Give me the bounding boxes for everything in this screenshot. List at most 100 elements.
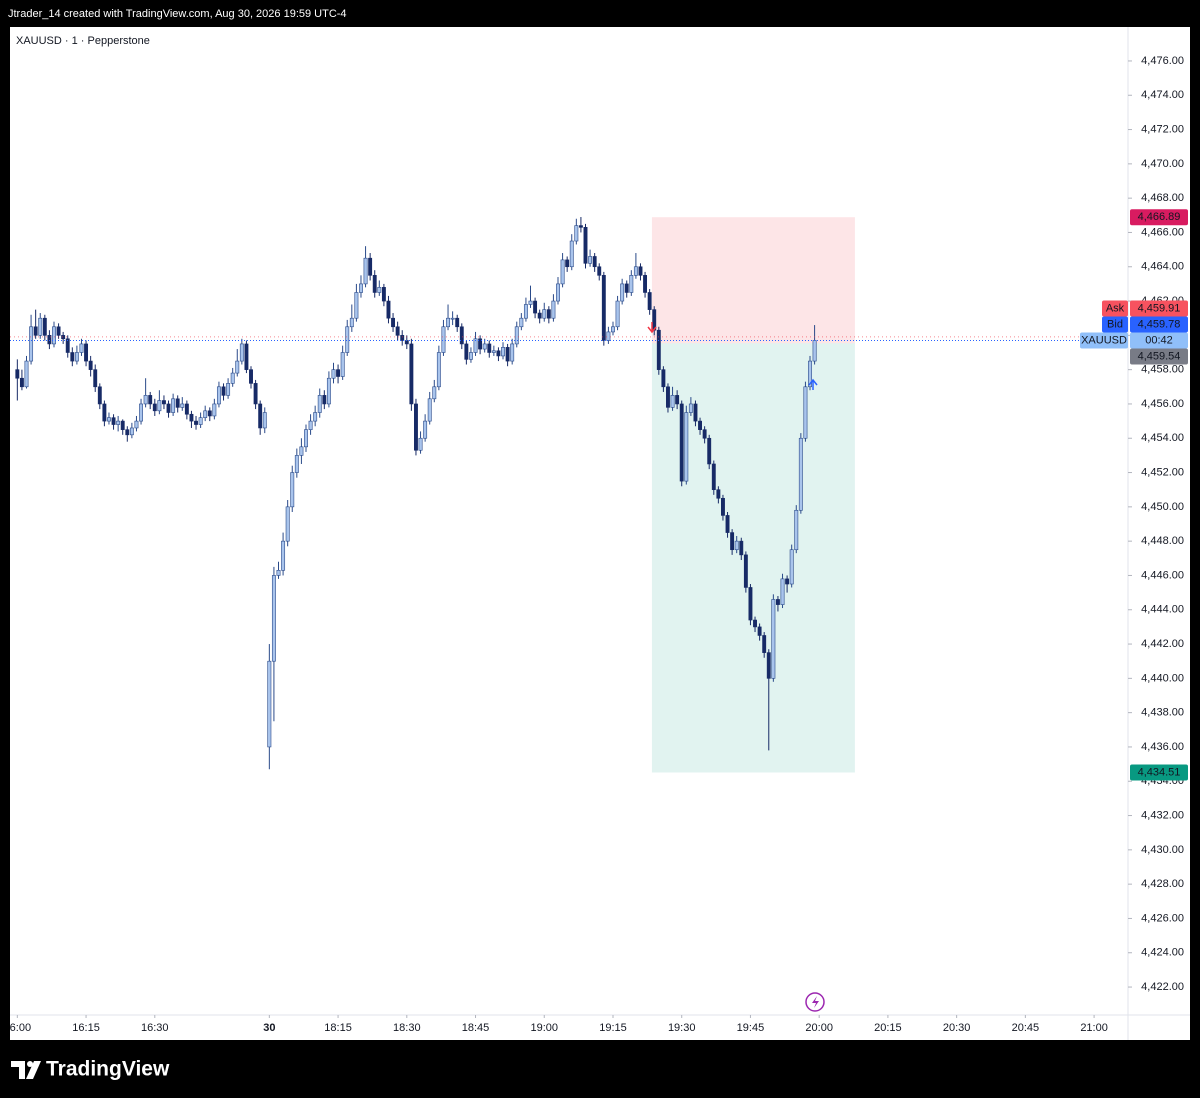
candle-body — [757, 626, 762, 636]
bid-name-box — [1102, 316, 1128, 333]
y-tick-label: 4,454.00 — [1141, 432, 1184, 444]
ask-name-box — [1102, 300, 1128, 317]
candle-body — [345, 326, 350, 353]
y-tick-label: 4,442.00 — [1141, 638, 1184, 650]
candle-body — [455, 317, 460, 328]
x-tick-label: 16:00 — [4, 1022, 32, 1034]
candle-body — [510, 343, 515, 362]
candle-body — [487, 343, 492, 353]
stop-tag-label: 4,466.89 — [1138, 211, 1181, 223]
candle-body — [643, 275, 648, 293]
candle-body — [519, 317, 524, 328]
candle-body — [478, 338, 483, 350]
candle-body — [404, 340, 409, 345]
candle-body — [79, 343, 84, 353]
candle-body — [748, 587, 753, 621]
y-tick-label: 4,466.00 — [1141, 226, 1184, 238]
candle-body — [230, 372, 235, 384]
candle-body — [436, 352, 441, 388]
candle-body — [592, 256, 597, 268]
candle-body — [38, 317, 43, 336]
candle-body — [771, 599, 776, 679]
candle-body — [152, 403, 157, 412]
candle-body — [84, 343, 89, 362]
candle-body — [693, 403, 698, 422]
candle-body — [354, 292, 359, 319]
entry-tag-label: 4,459.54 — [1138, 350, 1181, 362]
y-tick-label: 4,426.00 — [1141, 912, 1184, 924]
ask-tag — [1130, 300, 1188, 317]
sell-arrow — [647, 322, 657, 334]
candle-body — [253, 383, 258, 405]
x-tick-label: 19:45 — [737, 1022, 765, 1034]
candle-body — [377, 287, 382, 293]
plot — [10, 217, 1128, 773]
candle-body — [803, 386, 808, 439]
candle-body — [427, 398, 432, 422]
candle-body — [70, 352, 75, 362]
symbol-label: XAUUSD · 1 · Pepperstone — [16, 35, 150, 47]
candle-body — [459, 326, 464, 345]
candle-body — [606, 331, 611, 341]
x-tick-label: 19:30 — [668, 1022, 696, 1034]
candle-body — [42, 317, 47, 336]
y-tick-label: 4,472.00 — [1141, 123, 1184, 135]
candle-body — [725, 515, 730, 533]
candle-body — [560, 259, 565, 285]
candle-body — [679, 403, 684, 482]
y-tick-label: 4,448.00 — [1141, 535, 1184, 547]
candle-body — [716, 489, 721, 499]
candle-body — [542, 309, 547, 319]
candle-body — [597, 266, 602, 276]
candle-body — [647, 292, 652, 310]
candle-body — [537, 312, 542, 319]
candle-body — [808, 360, 812, 388]
lightning-icon[interactable] — [805, 992, 825, 1012]
candle-body — [166, 403, 171, 413]
candle-body — [753, 619, 757, 628]
candle-body — [684, 412, 689, 482]
bid-tag-label: 4,459.78 — [1138, 318, 1181, 330]
candle-body — [789, 549, 794, 585]
candle-body — [143, 395, 148, 405]
candle-body — [670, 395, 675, 408]
x-tick-label: 20:15 — [874, 1022, 902, 1034]
candle-body — [93, 369, 98, 388]
candle-body — [638, 266, 643, 276]
candle-body — [491, 350, 496, 353]
candle-body — [780, 578, 785, 605]
y-tick-label: 4,476.00 — [1141, 55, 1184, 67]
candle-body — [666, 386, 670, 408]
countdown: 00:42 — [1145, 334, 1173, 346]
candle-body — [611, 326, 615, 333]
candle-body — [226, 383, 231, 396]
header-text: Jtrader_14 created with TradingView.com,… — [8, 8, 347, 20]
bid-name: Bid — [1107, 318, 1123, 330]
candle-body — [711, 463, 716, 491]
candle-body — [313, 412, 318, 422]
candle-body — [551, 300, 556, 319]
x-tick-label: 18:30 — [393, 1022, 421, 1034]
stop-tag — [1130, 209, 1188, 226]
ask-name: Ask — [1106, 302, 1125, 314]
candle-body — [107, 417, 111, 422]
candle-body — [317, 395, 322, 413]
candle-body — [349, 317, 354, 328]
x-tick-label: 16:30 — [141, 1022, 169, 1034]
candle-body — [194, 420, 198, 425]
y-tick-label: 4,458.00 — [1141, 364, 1184, 376]
candle-body — [688, 403, 693, 413]
candle-body — [61, 335, 66, 340]
candle-body — [285, 506, 290, 542]
candle-body — [482, 343, 487, 350]
candle-body — [775, 599, 780, 605]
candle-body — [171, 398, 176, 413]
candle-body — [65, 338, 70, 353]
candle-body — [258, 403, 263, 429]
candle-body — [162, 400, 166, 405]
candle-body — [400, 335, 405, 341]
entry-tag — [1130, 348, 1188, 365]
y-tick-label: 4,432.00 — [1141, 809, 1184, 821]
candle-body — [533, 300, 538, 314]
candle-body — [267, 660, 272, 748]
